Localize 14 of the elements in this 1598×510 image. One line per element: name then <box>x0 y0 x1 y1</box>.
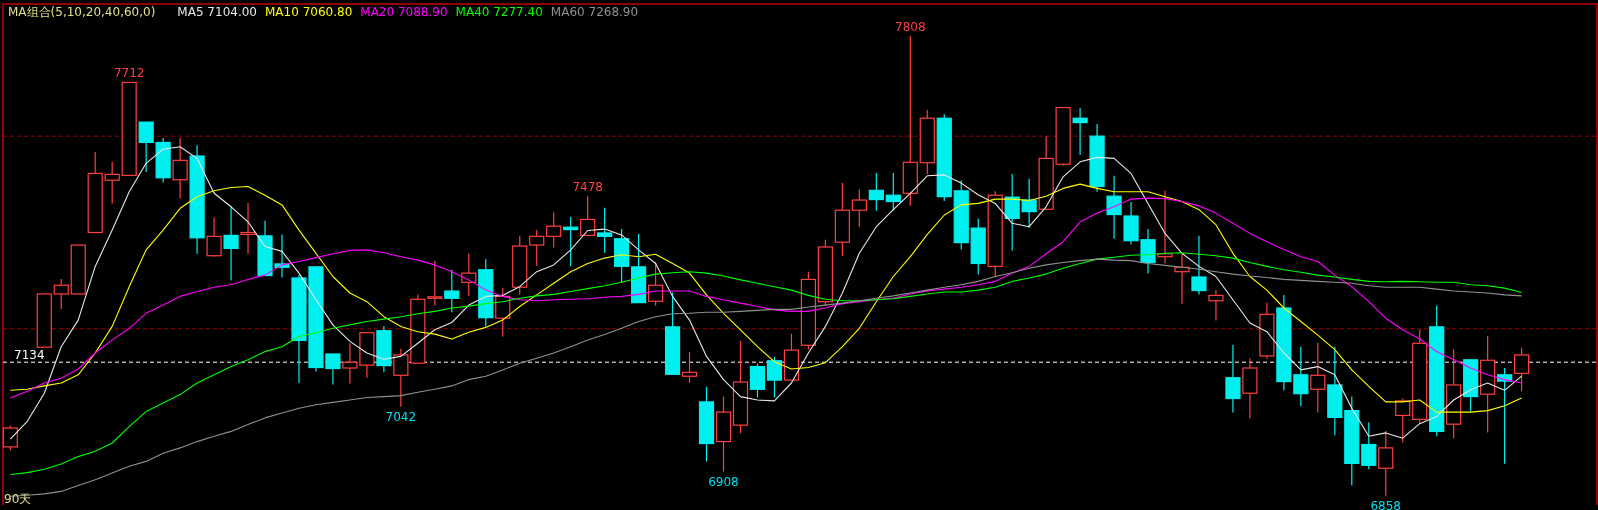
annotation: 6908 <box>708 474 739 489</box>
text: MA10 7060.80 <box>265 5 353 19</box>
text: MA60 7268.90 <box>550 5 639 19</box>
text: MA5 7104.00 <box>177 5 257 19</box>
ref-line-label: 7134 <box>14 348 45 363</box>
chart-title: MA组合(5,10,20,40,60,0) <box>8 5 156 19</box>
annotation: 6858 <box>1370 498 1402 510</box>
annotation: 90天 <box>4 492 32 506</box>
annotation: 7478 <box>572 179 603 194</box>
text: MA40 7277.40 <box>455 5 543 19</box>
text: MA20 7088.90 <box>360 5 448 19</box>
annotation: 7808 <box>895 19 926 34</box>
annotation: 7712 <box>113 66 145 81</box>
annotation: 7042 <box>385 409 417 424</box>
